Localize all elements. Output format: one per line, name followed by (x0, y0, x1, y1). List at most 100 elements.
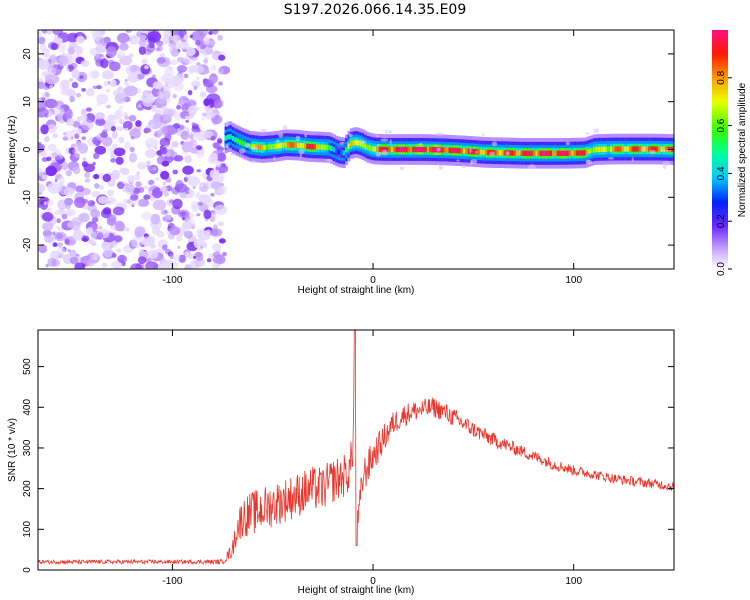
noise-blob (38, 59, 50, 70)
ridge-cell (361, 142, 365, 148)
noise-blob (209, 152, 218, 163)
ridge-cell (316, 144, 320, 150)
noise-blob (191, 125, 200, 133)
ridge-cell (525, 150, 529, 156)
ridge-cell (342, 150, 346, 156)
noise-blob (57, 242, 64, 248)
ridge-cell (443, 147, 447, 153)
ridge-speckle (436, 147, 441, 152)
ridge-cell (231, 135, 235, 142)
noise-blob (119, 167, 127, 174)
ridge-cell (390, 146, 394, 153)
ridge-speckle (381, 149, 388, 156)
noise-blob (43, 234, 55, 243)
noise-blob (197, 230, 212, 241)
noise-blob (161, 147, 168, 155)
ridge-cell (340, 149, 344, 156)
ridge-cell (414, 146, 418, 153)
noise-blob (64, 109, 74, 119)
noise-blob (53, 231, 67, 242)
noise-blob (187, 176, 201, 187)
ridge-cell (465, 148, 469, 154)
ridge-cell (605, 146, 608, 152)
noise-blob (210, 192, 215, 197)
noise-blob (217, 152, 227, 162)
noise-blob (102, 136, 113, 145)
noise-blob (173, 254, 181, 262)
noise-blob (94, 145, 107, 155)
noise-blob (159, 93, 165, 99)
noise-blob (40, 124, 49, 135)
top-y-axis-label: Frequency (Hz) (7, 116, 18, 185)
ridge-cell (527, 150, 531, 156)
noise-blob (137, 104, 141, 108)
noise-blob (151, 104, 158, 112)
noise-blob (69, 95, 75, 103)
noise-blob (197, 201, 203, 206)
noise-blob (203, 209, 212, 220)
noise-blob (149, 242, 156, 248)
noise-blob (72, 92, 76, 96)
noise-blob (152, 199, 167, 211)
noise-blob (210, 135, 216, 141)
ridge-cell (547, 150, 551, 156)
noise-blob (147, 31, 162, 43)
noise-blob (112, 206, 125, 216)
noise-blob (119, 42, 129, 51)
noise-blob (109, 79, 117, 88)
noise-blob (141, 58, 148, 65)
noise-blob (125, 78, 128, 82)
ridge-cell (412, 146, 416, 153)
noise-blob (176, 65, 188, 73)
ridge-cell (520, 150, 524, 156)
noise-blob (169, 226, 181, 236)
ridge-cell (535, 150, 539, 156)
noise-blob (98, 226, 103, 230)
ridge-cell (229, 134, 233, 140)
noise-blob (180, 130, 190, 141)
noise-blob (130, 194, 139, 201)
noise-blob (184, 251, 190, 257)
ridge-cell (657, 146, 661, 152)
noise-blob (108, 240, 118, 248)
noise-blob (168, 41, 177, 48)
noise-blob (49, 84, 54, 89)
ridge-cell (422, 146, 425, 153)
ridge-cell (280, 142, 283, 149)
ridge-cell (330, 145, 334, 152)
noise-blob (44, 98, 58, 109)
noise-blob (76, 142, 83, 150)
noise-blob (184, 230, 193, 239)
noise-blob (38, 36, 46, 45)
ridge-cell (554, 150, 558, 156)
noise-blob (183, 73, 189, 79)
noise-blob (208, 73, 218, 84)
noise-blob (159, 186, 166, 192)
noise-blob (70, 143, 77, 148)
ridge-cell (477, 149, 481, 155)
noise-blob (185, 46, 196, 57)
ridge-cell (508, 150, 512, 156)
ridge-cell (450, 147, 454, 153)
noise-blob (92, 85, 98, 90)
noise-blob (67, 249, 71, 253)
ridge-cell (532, 150, 536, 156)
ridge-cell (292, 142, 295, 148)
noise-blob (137, 162, 147, 170)
noise-blob (52, 152, 58, 158)
noise-blob (63, 187, 75, 197)
ridge-speckle (461, 164, 466, 169)
ridge-cell (337, 149, 341, 155)
ridge-cell (455, 147, 459, 154)
noise-blob (53, 37, 63, 45)
noise-blob (170, 59, 178, 66)
noise-blob (96, 85, 102, 90)
noise-blob (218, 238, 226, 244)
ridge-cell (624, 146, 628, 152)
ridge-speckle (358, 140, 366, 144)
noise-blob (102, 173, 112, 183)
ridge-cell (352, 140, 356, 146)
noise-blob (124, 141, 131, 149)
noise-blob (143, 127, 151, 133)
noise-blob (111, 252, 117, 258)
